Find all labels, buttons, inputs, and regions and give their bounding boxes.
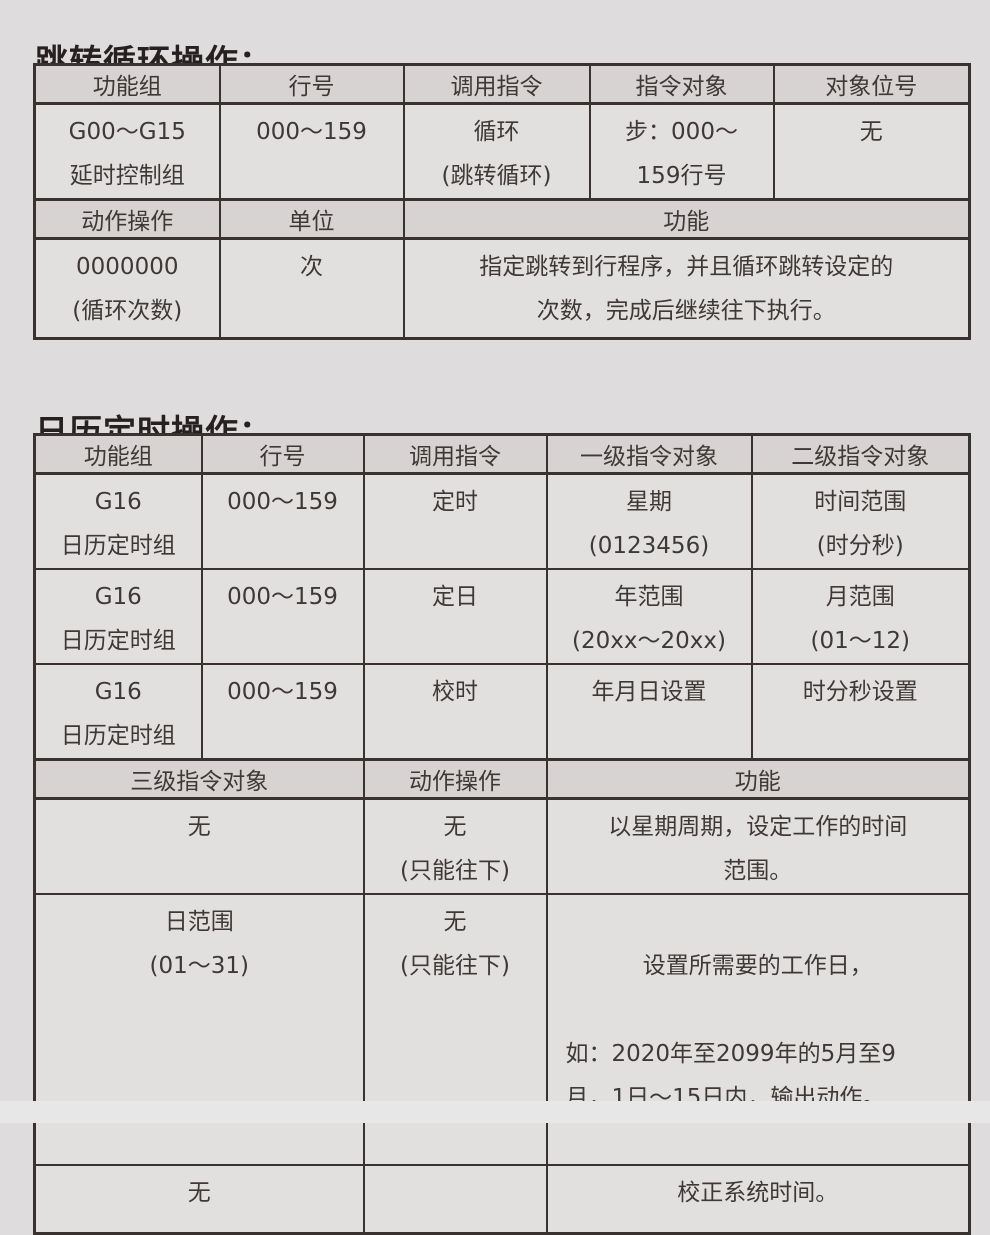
header-line-number: 行号 [200, 433, 365, 475]
header-level2-object: 二级指令对象 [750, 433, 971, 475]
cell-level2-object: 时分秒设置 [750, 663, 971, 761]
calendar-function-row-workday: 日范围 (01～31) 无 (只能往下) 设置所需要的工作日， 如：2020年至… [33, 893, 971, 1166]
calendar-table-header-row: 功能组 行号 调用指令 一级指令对象 二级指令对象 [33, 433, 971, 475]
cell-call-instruction: 循环 (跳转循环) [402, 102, 591, 201]
cell-function-description: 校正系统时间。 [545, 1164, 971, 1234]
cell-function-group: G16 日历定时组 [33, 472, 203, 570]
cell-level1-object: 年月日设置 [545, 663, 753, 761]
header-line-number: 行号 [218, 63, 405, 105]
cell-function-group: G16 日历定时组 [33, 663, 203, 761]
header-function-group: 功能组 [33, 433, 203, 475]
cell-line-number: 000～159 [218, 102, 405, 201]
cell-level2-object: 月范围 (01～12) [750, 568, 971, 665]
header-level3-object: 三级指令对象 [33, 758, 365, 800]
cell-level3-object: 日范围 (01～31) [33, 893, 365, 1166]
calendar-row-timing: G16 日历定时组 000～159 定时 星期 (0123456) 时间范围 (… [33, 472, 971, 570]
cell-function-group: G16 日历定时组 [33, 568, 203, 665]
footer-strip [0, 1101, 990, 1123]
cell-action-operation: 无 (只能往下) [362, 893, 548, 1166]
cell-action-operation: 无 (只能往下) [362, 797, 548, 895]
cell-level1-object: 年范围 (20xx～20xx) [545, 568, 753, 665]
cell-action-operation [362, 1164, 548, 1234]
calendar-function-row-weekly: 无 无 (只能往下) 以星期周期，设定工作的时间 范围。 [33, 797, 971, 895]
jump-table-header-row: 功能组 行号 调用指令 指令对象 对象位号 [33, 63, 971, 105]
calendar-row-time-adjust: G16 日历定时组 000～159 校时 年月日设置 时分秒设置 [33, 663, 971, 761]
jump-table-subheader-row: 动作操作 单位 功能 [33, 198, 971, 240]
cell-function-group: G00～G15 延时控制组 [33, 102, 221, 201]
cell-line-number: 000～159 [200, 568, 365, 665]
calendar-row-fixed-date: G16 日历定时组 000～159 定日 年范围 (20xx～20xx) 月范围… [33, 568, 971, 665]
header-function-group: 功能组 [33, 63, 221, 105]
cell-object-bit: 无 [772, 102, 971, 201]
header-call-instruction: 调用指令 [362, 433, 548, 475]
header-object-bit: 对象位号 [772, 63, 971, 105]
cell-level1-object: 星期 (0123456) [545, 472, 753, 570]
header-call-instruction: 调用指令 [402, 63, 591, 105]
cell-function-description: 指定跳转到行程序，并且循环跳转设定的 次数，完成后继续往下执行。 [402, 237, 971, 340]
header-unit: 单位 [218, 198, 405, 240]
cell-level2-object: 时间范围 (时分秒) [750, 472, 971, 570]
cell-line-number: 000～159 [200, 472, 365, 570]
calendar-table-subheader-row: 三级指令对象 动作操作 功能 [33, 758, 971, 800]
jump-table-action-row: 0000000 (循环次数) 次 指定跳转到行程序，并且循环跳转设定的 次数，完… [33, 237, 971, 340]
calendar-function-row-correct-time: 无 校正系统时间。 [33, 1164, 971, 1234]
cell-instruction-object: 步：000～ 159行号 [588, 102, 775, 201]
function-description-line1: 设置所需要的工作日， [642, 953, 873, 979]
jump-table-data-row: G00～G15 延时控制组 000～159 循环 (跳转循环) 步：000～ 1… [33, 102, 971, 201]
cell-call-instruction: 定时 [362, 472, 548, 570]
cell-call-instruction: 校时 [362, 663, 548, 761]
cell-level3-object: 无 [33, 797, 365, 895]
cell-line-number: 000～159 [200, 663, 365, 761]
cell-level3-object: 无 [33, 1164, 365, 1234]
header-action-operation: 动作操作 [33, 198, 221, 240]
cell-action-operation: 0000000 (循环次数) [33, 237, 221, 340]
header-level1-object: 一级指令对象 [545, 433, 753, 475]
cell-function-description: 以星期周期，设定工作的时间 范围。 [545, 797, 971, 895]
jump-loop-table: 功能组 行号 调用指令 指令对象 对象位号 G00～G15 延时控制组 000～… [33, 63, 971, 340]
cell-unit: 次 [218, 237, 405, 340]
cell-function-description: 设置所需要的工作日， 如：2020年至2099年的5月至9 月，1日～15日内，… [545, 893, 971, 1166]
header-instruction-object: 指令对象 [588, 63, 775, 105]
header-function: 功能 [545, 758, 971, 800]
header-function: 功能 [402, 198, 971, 240]
header-action-operation: 动作操作 [362, 758, 548, 800]
cell-call-instruction: 定日 [362, 568, 548, 665]
